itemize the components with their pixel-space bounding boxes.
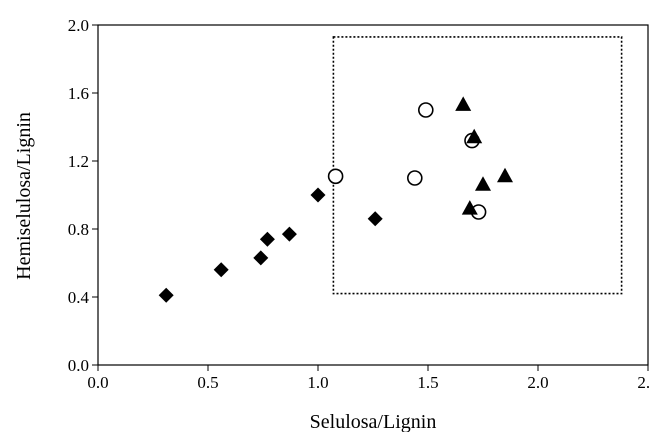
triangle-point: [475, 176, 491, 191]
diamond-point: [367, 211, 383, 227]
y-tick-label: 1.6: [68, 84, 89, 103]
x-tick-label: 2.5: [637, 373, 650, 392]
y-tick-label: 2.0: [68, 16, 89, 35]
y-axis-label: Hemiselulosa/Lignin: [13, 112, 35, 280]
y-tick-label: 0.8: [68, 220, 89, 239]
y-tick-label: 0.0: [68, 356, 89, 375]
diamond-point: [310, 187, 326, 203]
y-tick-label: 1.2: [68, 152, 89, 171]
x-tick-label: 0.0: [87, 373, 108, 392]
open-circle-point: [406, 170, 423, 186]
dotted-region-box: [332, 36, 623, 295]
axis-ticks: 0.0 0.5 1.0 1.5 2.0 2.5 0.0 0.4 0.8 1.2 1.6 2.0: [68, 16, 650, 392]
plot-frame: [97, 24, 649, 366]
diamond-point: [213, 262, 229, 278]
x-axis-label: Selulosa/Lignin: [310, 411, 437, 432]
diamond-point: [259, 231, 275, 247]
y-tick-label: 0.4: [68, 288, 90, 307]
data-marks: [158, 96, 513, 303]
x-tick-label: 1.5: [417, 373, 438, 392]
triangle-point: [497, 167, 513, 183]
x-tick-label: 0.5: [197, 373, 218, 392]
plot-area: [97, 24, 649, 366]
x-tick-label: 1.0: [307, 373, 328, 392]
triangle-point: [461, 200, 478, 215]
diamond-point: [253, 250, 269, 266]
x-tick-label: 2.0: [527, 373, 548, 392]
triangle-point: [455, 96, 472, 111]
open-circle-point: [327, 168, 344, 185]
diamond-point: [158, 287, 174, 303]
triangle-point: [466, 128, 483, 144]
open-circle-point: [417, 102, 434, 118]
diamond-point: [281, 226, 297, 242]
